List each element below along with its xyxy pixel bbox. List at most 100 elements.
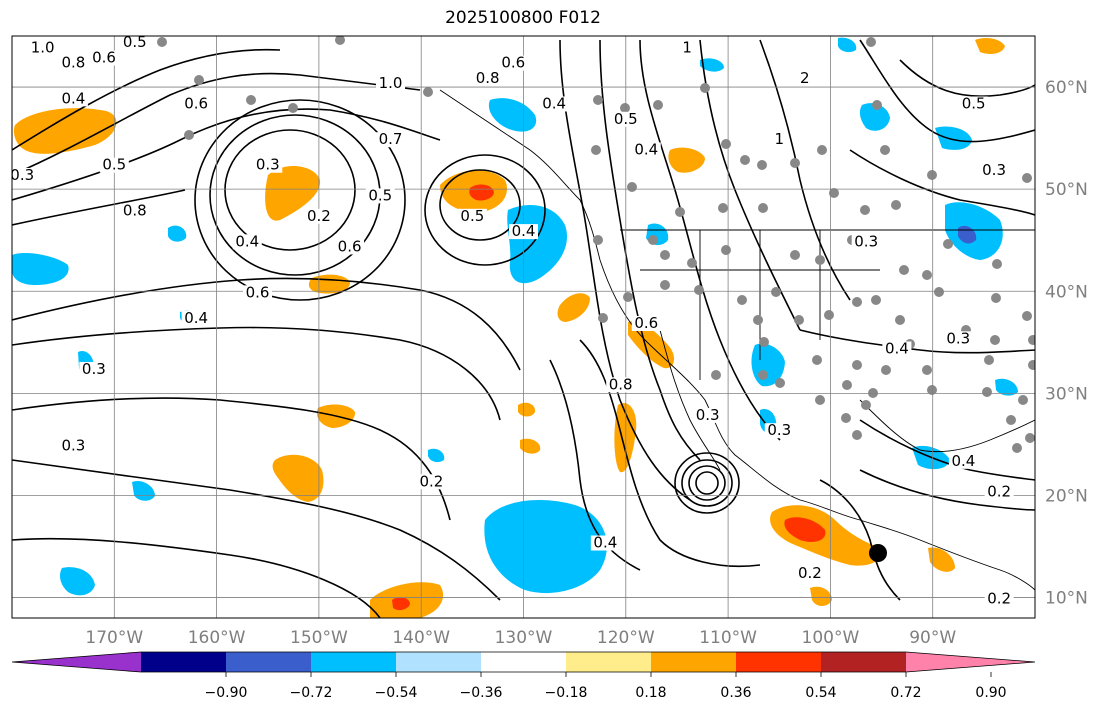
- contour-label: 0.6: [501, 54, 525, 72]
- contour-label-bg: [611, 111, 641, 127]
- contour-label-bg: [959, 96, 989, 112]
- negative-fill: [484, 500, 607, 594]
- contour-label: 0.3: [10, 166, 34, 184]
- negative-fill: [168, 225, 187, 242]
- black-marker: [869, 544, 887, 562]
- contour-label: 0.3: [854, 232, 878, 250]
- contour-label-bg: [232, 234, 262, 250]
- contour-label: 1: [774, 130, 784, 148]
- contour-label: 0.6: [338, 237, 362, 255]
- contour-label: 0.2: [798, 564, 822, 582]
- contour-label-bg: [764, 423, 794, 439]
- contour-label: 0.6: [92, 49, 116, 67]
- contour-label: 0.3: [256, 156, 280, 174]
- contour-label-bg: [12, 167, 37, 183]
- lat-tick-label: 60°N: [1045, 78, 1088, 98]
- colorbar-tick-label: 0.90: [975, 685, 1006, 701]
- latitude-labels: 60°N 50°N 40°N 30°N 20°N 10°N: [1045, 78, 1088, 609]
- contour-label-bg: [851, 234, 881, 250]
- negative-fill: [859, 103, 890, 131]
- colorbar-segment: [821, 652, 906, 672]
- colorbar-tick-label: −0.90: [205, 685, 248, 701]
- contour-label-bg: [773, 132, 785, 148]
- contour-label: 0.3: [982, 161, 1006, 179]
- negative-fill: [995, 378, 1018, 396]
- colorbar-outline: [11, 651, 1036, 673]
- contour-label-bg: [58, 55, 88, 71]
- lon-tick-label: 150°W: [290, 628, 348, 648]
- negative-fill: [700, 58, 724, 72]
- lat-tick-label: 50°N: [1045, 180, 1088, 200]
- longitude-labels: 170°W 160°W 150°W 140°W 130°W 120°W 110°W 100°W…: [85, 628, 956, 648]
- positive-fill: [469, 184, 494, 201]
- contour-label: 0.4: [593, 534, 617, 552]
- lon-tick-label: 120°W: [597, 628, 655, 648]
- lon-tick-label: 160°W: [188, 628, 246, 648]
- contour-label: 0.8: [476, 69, 500, 87]
- lon-tick-label: 140°W: [392, 628, 450, 648]
- contour-label-bg: [631, 316, 661, 331]
- contour-label: 0.2: [307, 207, 331, 225]
- contour-label-bg: [882, 341, 912, 357]
- contour-label: 0.5: [962, 94, 986, 112]
- contour-label-bg: [590, 535, 620, 551]
- contour-labels: 1.00.8 0.60.50.40.50.30.80.60.30.20.40.50…: [10, 33, 1014, 608]
- colorbar-segment: [311, 652, 396, 672]
- contour-label-bg: [28, 40, 58, 56]
- lon-tick-label: 110°W: [699, 628, 757, 648]
- colorbar-tick-label: 0.72: [890, 685, 921, 701]
- contour-label: 0.4: [885, 340, 909, 358]
- colorbar-segment: [226, 652, 311, 672]
- lon-tick-label: 100°W: [802, 628, 860, 648]
- contour-label: 0.8: [123, 202, 147, 220]
- colorbar-segment: [566, 652, 651, 672]
- figure-title: 2025100800 F012: [445, 8, 601, 28]
- negative-fill: [12, 253, 69, 285]
- contour-label-bg: [253, 157, 283, 173]
- lat-tick-label: 10°N: [1045, 589, 1088, 609]
- contour-label: 0.8: [609, 375, 633, 393]
- positive-fill: [272, 454, 324, 502]
- lon-tick-label: 130°W: [495, 628, 553, 648]
- contour-label: 0.4: [61, 89, 85, 107]
- contour-label: 0.6: [634, 314, 658, 332]
- contour-label-bg: [181, 96, 211, 112]
- contour-label: 0.5: [460, 207, 484, 225]
- contour-label-bg: [335, 239, 365, 255]
- shaded-fields: [12, 37, 1018, 618]
- contour-label-bg: [58, 438, 88, 454]
- colorbar-tick-label: −0.54: [375, 685, 418, 701]
- contour-label: 0.5: [102, 156, 126, 174]
- positive-fill: [614, 402, 637, 473]
- contour-label: 0.2: [987, 590, 1011, 608]
- contour-label: 0.3: [696, 406, 720, 424]
- negative-fill: [60, 567, 95, 596]
- colorbar-tick-label: 0.18: [635, 685, 666, 701]
- negative-fill: [428, 448, 445, 463]
- contour-label-bg: [376, 76, 406, 92]
- contour-label: 0.5: [123, 33, 147, 51]
- contour-label: 0.3: [946, 329, 970, 347]
- contour-label-bg: [681, 40, 693, 56]
- contour-label: 0.2: [420, 472, 444, 490]
- contour-label-bg: [89, 50, 119, 66]
- contour-label: 0.6: [246, 283, 270, 301]
- contour-label: 0.5: [368, 186, 392, 204]
- map-panel: 1.00.8 0.60.50.40.50.30.80.60.30.20.40.50…: [10, 33, 1036, 619]
- positive-fill: [13, 108, 117, 154]
- contour-label-bg: [120, 36, 150, 51]
- colorbar-tick-label: 0.54: [805, 685, 836, 701]
- lon-tick-label: 170°W: [85, 628, 143, 648]
- contour-label-bg: [509, 224, 538, 240]
- positive-fill: [518, 402, 536, 417]
- contour-label: 0.3: [767, 421, 791, 439]
- contour-label: 0.4: [184, 309, 208, 327]
- negative-fill: [935, 126, 972, 150]
- contour-label: 0.6: [184, 94, 208, 112]
- colorbar-segment: [141, 652, 226, 672]
- lat-tick-label: 40°N: [1045, 282, 1088, 302]
- negative-fill: [838, 37, 857, 53]
- contour-label-bg: [376, 132, 406, 148]
- contour-label: 1.0: [379, 74, 403, 92]
- contour-label-bg: [984, 484, 1014, 500]
